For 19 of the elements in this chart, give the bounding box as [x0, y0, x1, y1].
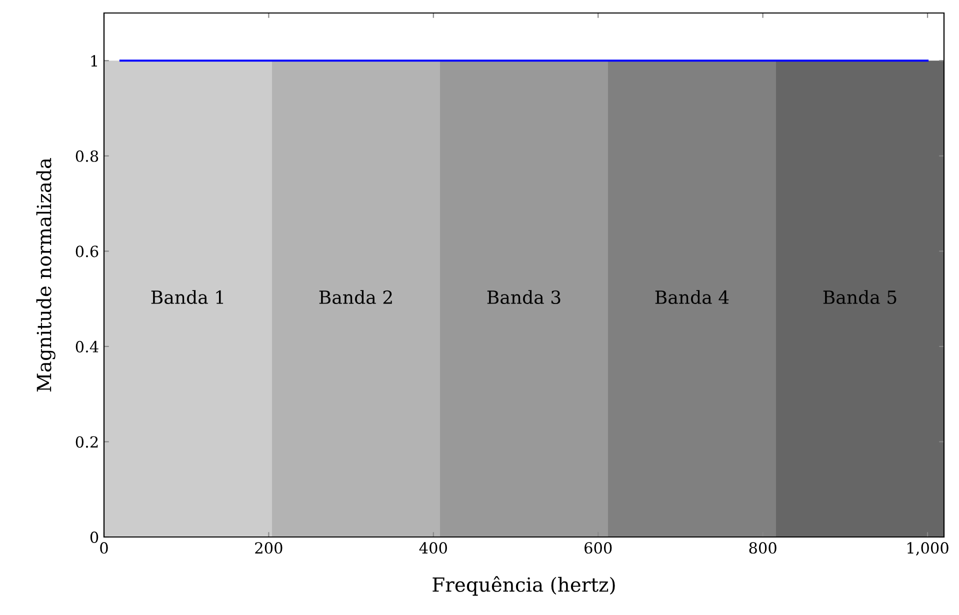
y-tick-label: 0 [90, 531, 98, 544]
y-tick-label: 1 [91, 55, 97, 66]
x-tick-label: 0 [100, 542, 108, 554]
band-label: Banda 5 [823, 290, 896, 304]
x-tick-label: 200 [255, 542, 282, 554]
y-tick-label: 0.8 [76, 150, 98, 162]
y-tick-label: 0.2 [76, 436, 98, 448]
x-tick-label: 1,000 [908, 542, 948, 556]
x-tick-label: 400 [419, 542, 447, 554]
y-tick-label: 0.6 [76, 246, 98, 258]
x-axis-title: Frequência (hertz) [432, 576, 615, 596]
x-tick-label: 800 [749, 542, 776, 554]
band-label: Banda 4 [655, 290, 729, 304]
band-label: Banda 1 [151, 290, 224, 304]
band-label: Banda 2 [319, 290, 392, 304]
y-tick-label: 0.4 [76, 340, 98, 352]
y-axis-title: Magnitude normalizada [36, 158, 56, 392]
x-tick-label: 600 [584, 542, 612, 554]
band-label: Banda 3 [487, 290, 560, 304]
